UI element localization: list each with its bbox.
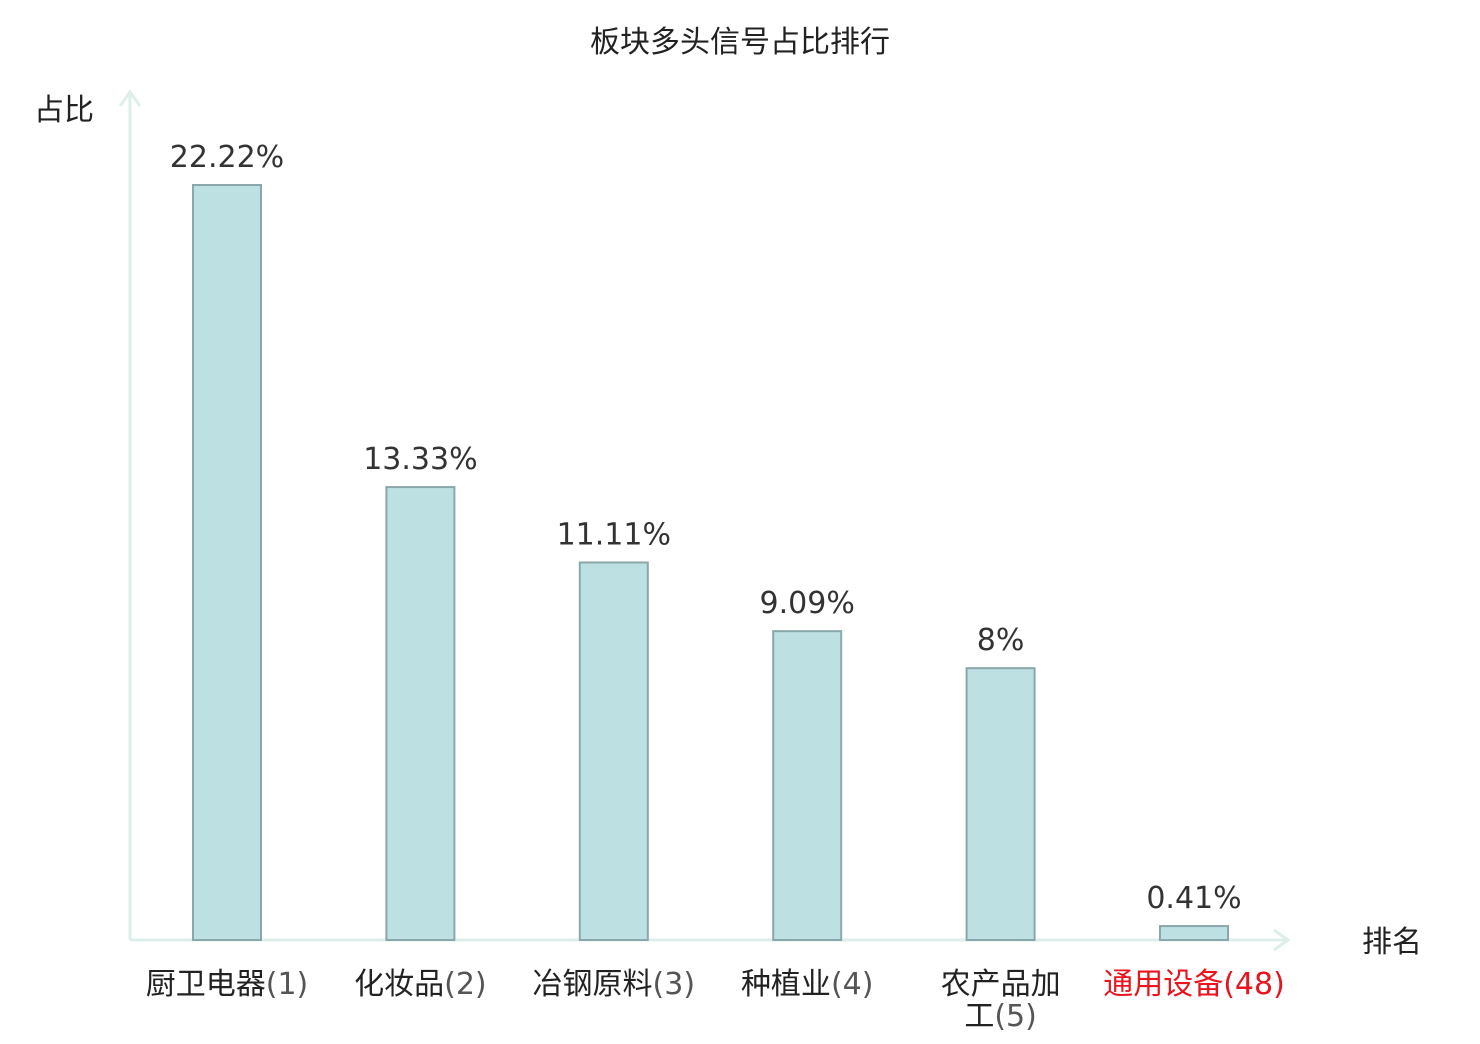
bar — [772, 630, 843, 941]
category-name: 通用设备 — [1103, 967, 1223, 1002]
chart-title: 板块多头信号占比排行 — [590, 25, 890, 60]
bar — [578, 561, 649, 941]
bar-value-label: 9.09% — [760, 586, 855, 621]
bar — [1159, 925, 1229, 941]
category-name: 化妆品 — [354, 967, 444, 1002]
bar — [965, 667, 1036, 941]
bar-value-label: 13.33% — [363, 442, 477, 477]
category-label: 种植业(4) — [741, 967, 874, 1002]
category-rank: (2) — [444, 967, 487, 1002]
category-rank: (48) — [1223, 967, 1285, 1002]
y-axis-title: 占比 — [34, 93, 94, 128]
category-rank: (3) — [653, 967, 696, 1002]
category-label: 冶钢原料(3) — [533, 967, 696, 1002]
category-label-line1: 农产品加 — [941, 967, 1061, 1002]
bar-value-label: 8% — [977, 623, 1025, 658]
category-labels: 厨卫电器(1) 化妆品(2) 冶钢原料(3) 种植业(4) 农产品加工(5)通用设备(4… — [146, 967, 1285, 1034]
value-labels: 22.22% 13.33% 11.11% 9.09% 8% 0.41% — [170, 140, 1242, 916]
x-axis-arrow — [1273, 928, 1291, 952]
bar — [192, 184, 262, 941]
category-name: 冶钢原料 — [533, 967, 653, 1002]
category-name: 厨卫电器 — [146, 967, 266, 1002]
bar — [385, 486, 456, 941]
bar-value-label: 22.22% — [170, 140, 284, 175]
bars — [192, 184, 1229, 941]
y-axis-arrow — [118, 89, 142, 107]
x-axis-title: 排名 — [1362, 925, 1422, 960]
axes — [118, 89, 1291, 952]
category-name: 种植业 — [741, 967, 831, 1002]
category-label: 厨卫电器(1) — [146, 967, 309, 1002]
bar-value-label: 0.41% — [1146, 881, 1241, 916]
category-label-line2: 工(5) — [964, 999, 1037, 1034]
category-rank: (4) — [831, 967, 874, 1002]
category-name: 工 — [964, 999, 994, 1034]
category-rank: (5) — [994, 999, 1037, 1034]
category-rank: (1) — [266, 967, 309, 1002]
category-label: 通用设备(48) — [1103, 967, 1285, 1002]
bar-value-label: 11.11% — [557, 518, 671, 553]
category-label: 化妆品(2) — [354, 967, 487, 1002]
